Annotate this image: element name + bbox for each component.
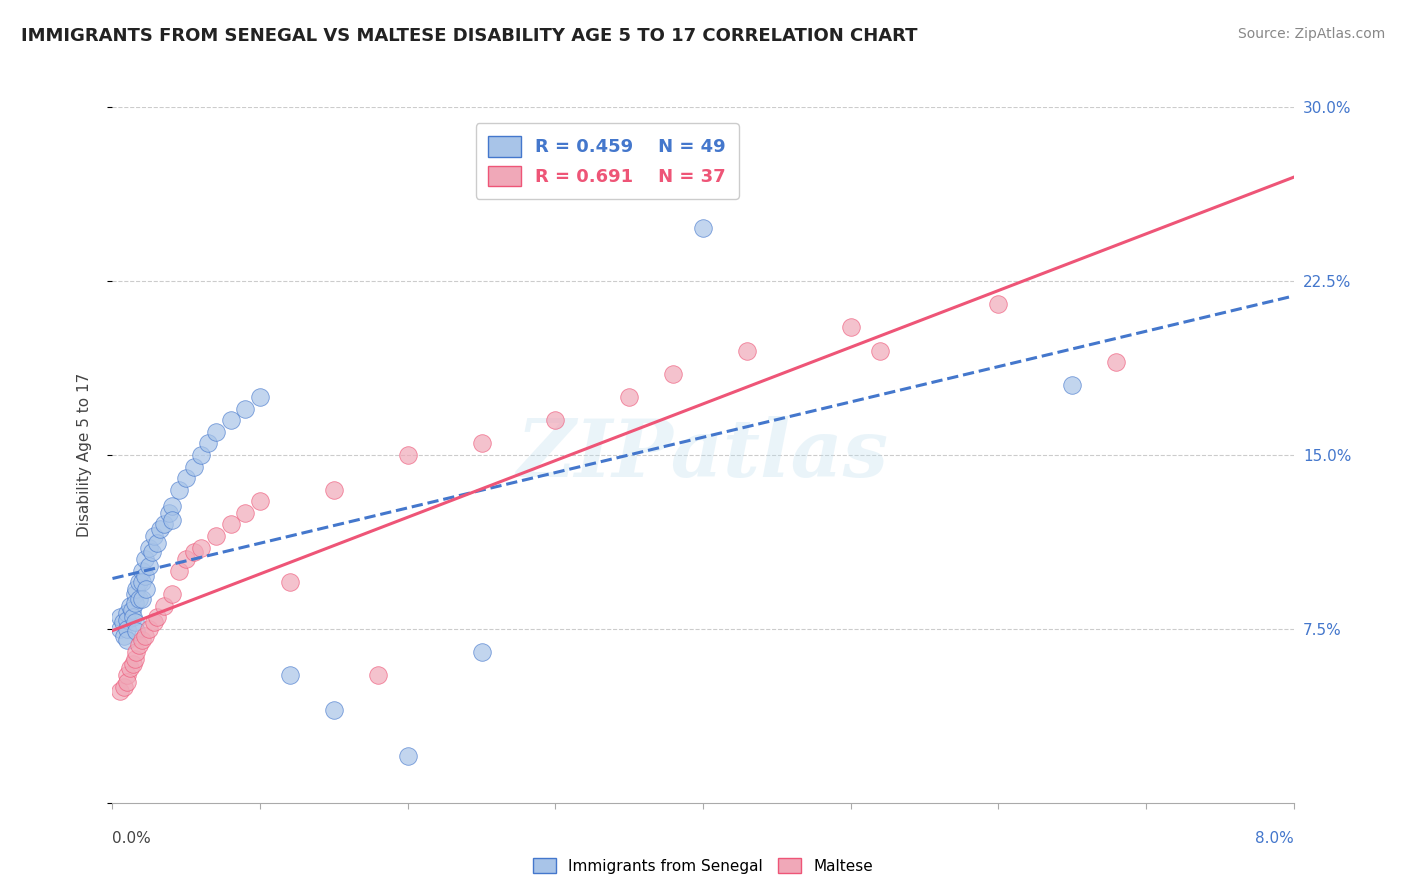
Point (662, 367, 685, 381)
Point (219, 413, 242, 427)
Point (149, 522, 172, 536)
Point (131, 575, 153, 590)
Point (233, 506, 256, 520)
Point (249, 390, 271, 404)
Point (124, 615, 146, 629)
Point (122, 610, 145, 624)
Point (108, 622, 131, 636)
Point (117, 606, 138, 620)
Point (125, 645, 148, 659)
Y-axis label: Disability Age 5 to 17: Disability Age 5 to 17 (77, 373, 91, 537)
Point (146, 536, 169, 550)
Text: 8.0%: 8.0% (1254, 831, 1294, 846)
Point (111, 615, 134, 629)
Legend: R = 0.459    N = 49, R = 0.691    N = 37: R = 0.459 N = 49, R = 0.691 N = 37 (475, 123, 738, 199)
Point (160, 499, 183, 513)
Point (183, 459, 205, 474)
Point (278, 575, 301, 590)
Point (124, 596, 146, 610)
Point (120, 661, 142, 675)
Point (117, 633, 138, 648)
Point (233, 401, 256, 416)
Point (1105, 355, 1128, 369)
Point (619, 390, 641, 404)
Point (128, 638, 150, 652)
Point (124, 587, 146, 601)
Point (134, 552, 156, 566)
Point (205, 529, 228, 543)
Point (157, 506, 180, 520)
Text: 0.0%: 0.0% (112, 831, 152, 846)
Point (197, 436, 219, 450)
Point (124, 652, 146, 666)
Point (120, 599, 142, 613)
Point (471, 436, 494, 450)
Point (839, 320, 862, 334)
Text: Source: ZipAtlas.com: Source: ZipAtlas.com (1237, 27, 1385, 41)
Point (135, 582, 157, 597)
Point (167, 483, 190, 497)
Point (323, 703, 346, 717)
Point (153, 599, 176, 613)
Point (396, 749, 419, 764)
Point (278, 668, 301, 682)
Point (160, 587, 183, 601)
Point (153, 517, 176, 532)
Point (142, 529, 165, 543)
Point (117, 675, 138, 690)
Point (219, 517, 242, 532)
Point (134, 629, 156, 643)
Point (141, 545, 163, 559)
Point (167, 564, 190, 578)
Point (128, 591, 150, 606)
Point (737, 343, 759, 358)
Point (249, 494, 271, 508)
Point (544, 413, 567, 427)
Point (987, 297, 1010, 311)
Point (131, 633, 153, 648)
Point (117, 622, 138, 636)
Point (146, 610, 169, 624)
Point (396, 448, 419, 462)
Point (1062, 378, 1084, 392)
Point (138, 622, 160, 636)
Point (117, 668, 138, 682)
Point (125, 582, 148, 597)
Point (108, 610, 131, 624)
Point (692, 220, 714, 235)
Point (190, 541, 212, 555)
Point (122, 657, 145, 671)
Point (138, 559, 160, 574)
Point (117, 613, 138, 627)
Point (183, 545, 205, 559)
Point (174, 471, 197, 485)
Point (142, 615, 165, 629)
Point (112, 680, 135, 694)
Point (471, 645, 494, 659)
Text: ZIPatlas: ZIPatlas (517, 417, 889, 493)
Point (108, 684, 131, 698)
Point (160, 513, 183, 527)
Point (323, 483, 346, 497)
Point (112, 629, 135, 643)
Point (869, 343, 891, 358)
Legend: Immigrants from Senegal, Maltese: Immigrants from Senegal, Maltese (527, 852, 879, 880)
Point (367, 668, 389, 682)
Point (125, 624, 148, 639)
Point (121, 603, 143, 617)
Point (134, 568, 156, 582)
Point (138, 541, 160, 555)
Point (205, 425, 228, 439)
Text: IMMIGRANTS FROM SENEGAL VS MALTESE DISABILITY AGE 5 TO 17 CORRELATION CHART: IMMIGRANTS FROM SENEGAL VS MALTESE DISAB… (21, 27, 918, 45)
Point (131, 591, 153, 606)
Point (128, 575, 150, 590)
Point (174, 552, 197, 566)
Point (190, 448, 212, 462)
Point (131, 564, 153, 578)
